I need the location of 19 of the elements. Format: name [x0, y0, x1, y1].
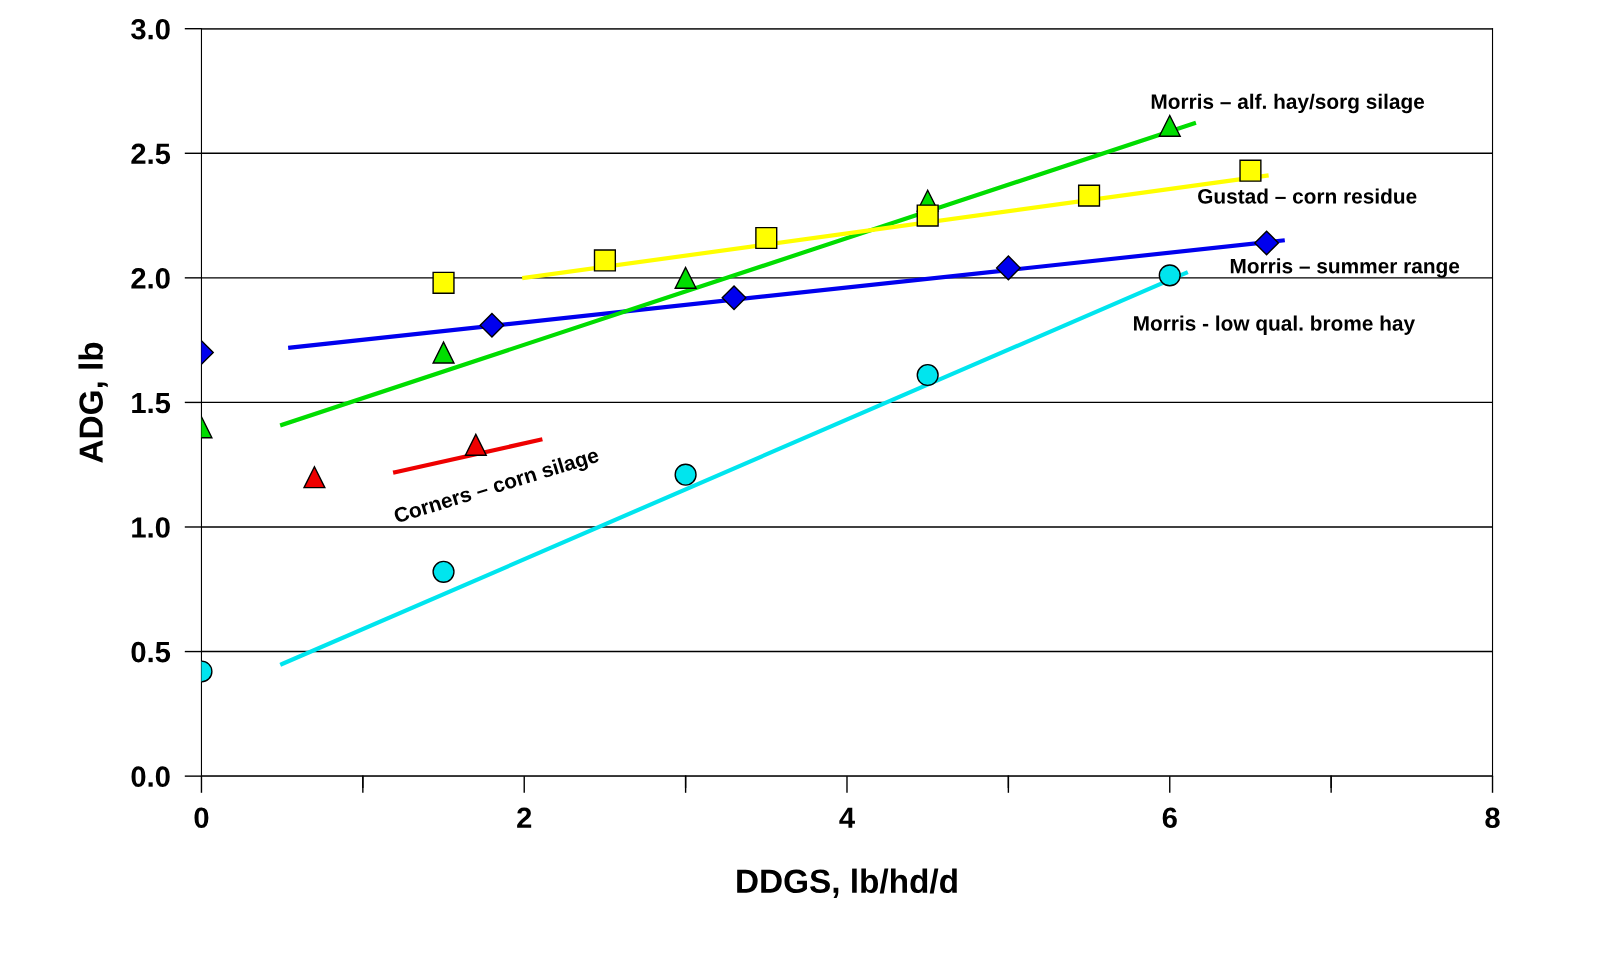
x-tick-label: 6: [1162, 807, 1177, 829]
y-tick-label: 0.0: [131, 766, 170, 787]
series-label: Morris - low qual. brome hay: [1134, 315, 1415, 335]
y-tick-label: 1.5: [132, 392, 171, 414]
y-tick-label: 0.5: [131, 641, 171, 663]
x-tick-label: 2: [517, 807, 532, 828]
y-tick-label: 2.5: [131, 143, 171, 165]
y-tick-label: 3.0: [131, 18, 170, 40]
series-label: Morris – summer range: [1230, 258, 1460, 278]
series-label: Gustad – corn residue: [1198, 188, 1417, 204]
x-tick-label: 4: [839, 807, 855, 828]
x-axis-title: DDGS, lb/hd/d: [737, 868, 957, 898]
x-tick-label: 0: [194, 807, 209, 829]
y-axis-title: ADG, lb: [78, 342, 108, 463]
y-tick-label: 1.0: [132, 517, 170, 538]
text: Corners – corn silage: [392, 446, 601, 528]
series-label: Morris – alf. hay/sorg silage: [1151, 93, 1425, 114]
y-tick-label: 2.0: [131, 268, 170, 289]
x-tick-label: 8: [1485, 807, 1500, 829]
